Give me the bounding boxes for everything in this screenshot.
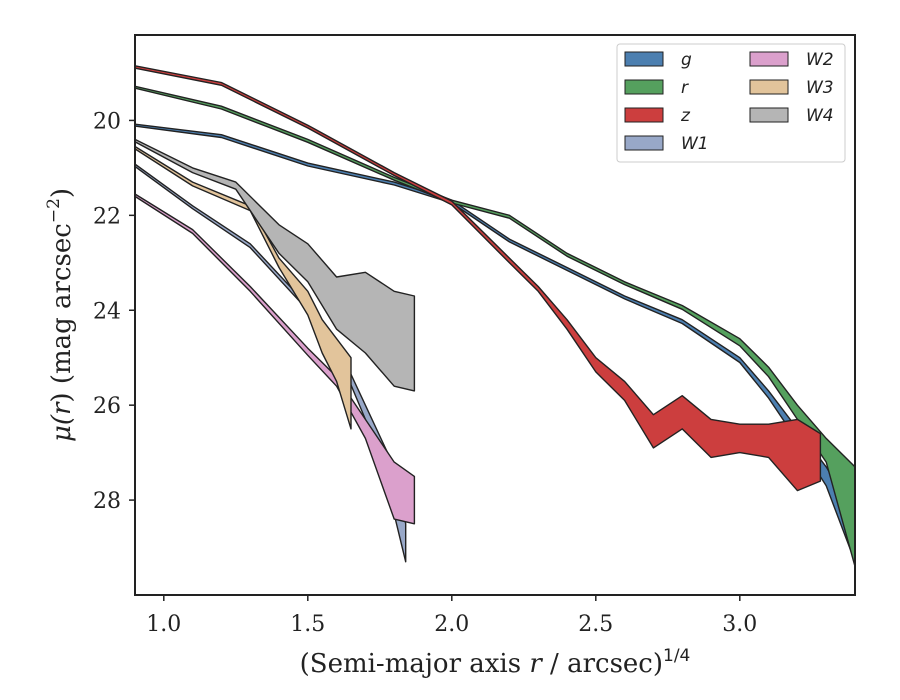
legend-label-g: g (681, 50, 692, 70)
x-ticks: 1.0 1.5 2.0 2.5 3.0 (146, 595, 757, 637)
x-tick-label: 2.0 (434, 612, 469, 637)
y-axis-label-var: r (47, 401, 77, 415)
y-axis-label-post: ) (mag arcsec (47, 223, 77, 402)
y-tick-label: 28 (93, 489, 121, 514)
x-axis-label: (Semi-major axis r / arcsec)1/4 (300, 646, 691, 679)
y-tick-label: 20 (93, 109, 121, 134)
legend-label-w4: W4 (806, 106, 834, 126)
band-w2 (135, 193, 416, 525)
band-w1 (135, 163, 407, 563)
x-tick-label: 1.0 (146, 612, 181, 637)
legend-swatch-w3 (749, 79, 789, 95)
plot-frame (134, 34, 856, 596)
legend-swatch-w4 (749, 107, 789, 123)
y-axis-label-end: ) (47, 188, 77, 198)
x-tick-label: 1.5 (290, 612, 325, 637)
band-z (135, 65, 822, 492)
band-w3 (135, 145, 352, 430)
y-axis-label: μ(r) (mag arcsec−2) (44, 188, 77, 442)
legend-label-w1: W1 (681, 134, 709, 154)
legend-swatch-w2 (749, 51, 789, 67)
y-axis-label-sup: −2 (44, 198, 64, 223)
legend-box (616, 43, 846, 163)
legend-label-w2: W2 (806, 50, 834, 70)
y-ticks: 20 22 24 26 28 (93, 109, 135, 514)
series-bands (135, 65, 855, 568)
legend-swatch-r (624, 79, 664, 95)
legend-swatch-g (624, 51, 664, 67)
y-tick-label: 26 (93, 394, 121, 419)
band-g (135, 123, 855, 563)
x-axis-label-var: r (529, 649, 543, 679)
x-tick-label: 3.0 (722, 612, 757, 637)
y-axis-label-pre: μ( (47, 414, 77, 442)
legend-label-w3: W3 (806, 78, 834, 98)
legend-swatch-w1 (624, 135, 664, 151)
legend: grz W1 W2 W3 W4 (616, 43, 846, 163)
legend-label-r: r (681, 78, 689, 98)
x-tick-label: 2.5 (578, 612, 613, 637)
x-axis-label-post: / arcsec) (542, 649, 663, 679)
y-tick-label: 24 (93, 299, 121, 324)
legend-label-z: z (680, 106, 691, 126)
band-w4 (135, 138, 416, 392)
legend-swatch-z (624, 107, 664, 123)
y-tick-label: 22 (93, 204, 121, 229)
x-axis-label-pre: (Semi-major axis (300, 649, 530, 679)
x-axis-label-sup: 1/4 (663, 646, 690, 666)
